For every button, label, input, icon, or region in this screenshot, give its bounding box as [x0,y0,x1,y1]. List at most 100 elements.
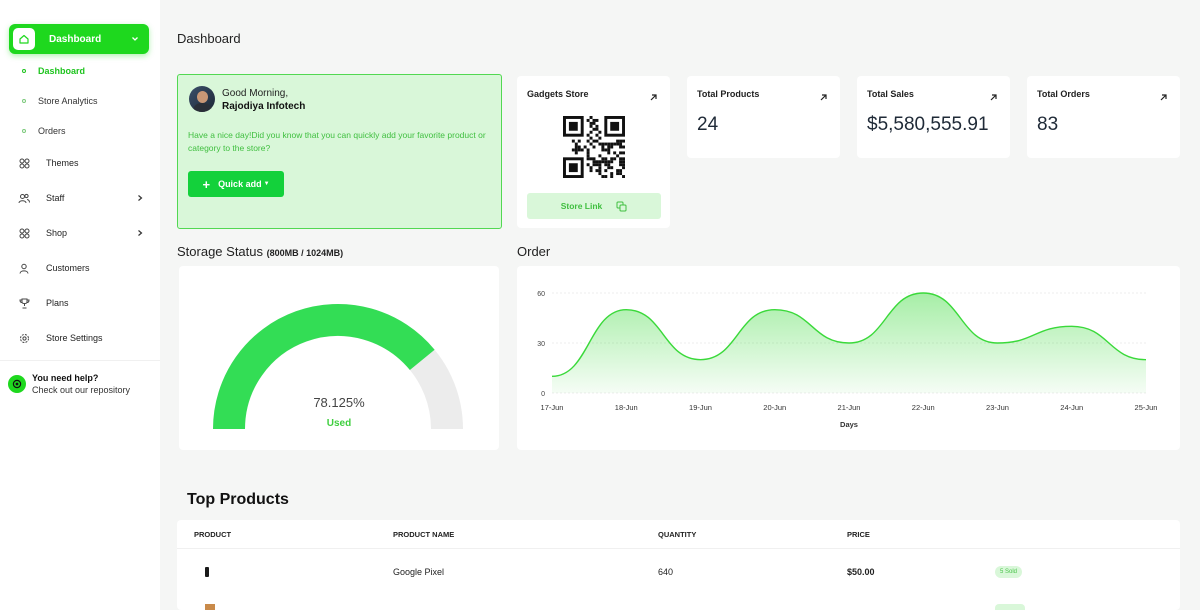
qr-module [604,160,608,164]
x-tick-label: 22-Jun [912,403,935,412]
external-link-icon[interactable] [819,89,828,107]
help-box[interactable]: You need help? Check out our repository [0,360,160,406]
sidebar-item-plans[interactable]: Plans [14,293,144,313]
qr-module [604,169,608,173]
qr-module [586,163,590,167]
y-tick-label: 0 [541,391,545,398]
sidebar-item-customers[interactable]: Customers [14,258,144,278]
qr-module [619,169,623,173]
qr-module [592,127,596,131]
qr-module [610,166,614,170]
stat-value: 83 [1037,114,1059,135]
chevron-down-icon [131,35,139,43]
qr-module [610,157,614,161]
stat-title: Total Products [697,89,760,99]
qr-module [610,172,614,176]
qr-module [589,121,593,125]
storage-detail: (800MB / 1024MB) [266,248,344,258]
stat-title: Total Sales [867,89,914,99]
qr-module [622,166,625,170]
qr-module [619,139,623,143]
qr-module [598,172,602,176]
home-icon [13,28,35,50]
qr-module [610,121,620,131]
qr-module [577,145,581,149]
gauge-fill [213,304,435,430]
qr-module [598,154,602,158]
x-tick-label: 19-Jun [689,403,712,412]
x-tick-label: 24-Jun [1060,403,1083,412]
qr-module [592,118,596,122]
chevron-right-icon [136,229,144,237]
qr-module [613,151,617,155]
sidebar-subitem-dashboard[interactable]: Dashboard [22,66,85,76]
qr-module [613,142,617,146]
qr-module [610,145,614,149]
sidebar: Dashboard Dashboard Store Analytics Orde… [0,0,160,610]
qr-module [601,145,605,149]
top-products-table: Product Product Name Quantity Price Goog… [177,520,1180,610]
qr-module [622,163,625,167]
qr-module [622,139,625,143]
qr-module [622,175,625,178]
external-link-icon[interactable] [989,89,998,107]
qr-module [607,163,611,167]
store-name: Gadgets Store [527,89,589,99]
divider [177,548,1180,549]
sidebar-subitem-label: Dashboard [38,66,86,76]
chevron-right-icon [136,194,144,202]
help-icon [8,374,26,393]
product-name: Google Pixel [393,567,445,577]
sidebar-subitem-orders[interactable]: Orders [22,126,66,136]
sidebar-item-shop[interactable]: Shop [14,223,144,243]
total-products-card: Total Products 24 [687,76,840,158]
sold-badge: 5 Sold [995,566,1023,578]
sidebar-item-label: Themes [46,158,79,168]
qr-module [610,175,614,178]
order-chart-title: Order [517,244,551,259]
qr-module [595,163,599,167]
store-link-button[interactable]: Store Link [527,193,661,219]
sidebar-item-staff[interactable]: Staff [14,188,144,208]
qr-module [604,175,608,178]
qr-module [574,142,578,146]
trophy-icon [14,293,34,313]
sidebar-subitem-store-analytics[interactable]: Store Analytics [22,96,98,106]
qr-module [598,130,602,134]
product-image [205,567,209,577]
gauge-used-label: Used [326,418,352,429]
qr-module [589,166,593,170]
greeting-message: Have a nice day!Did you know that you ca… [188,130,486,153]
qr-module [598,166,602,170]
qr-module [601,157,605,161]
caret-down-icon: ▼ [263,181,270,187]
x-tick-label: 17-Jun [541,403,564,412]
qr-module [598,136,602,140]
x-tick-label: 23-Jun [986,403,1009,412]
storage-title: Storage Status (800MB / 1024MB) [177,244,343,259]
quick-add-button[interactable]: + Quick add ▼ [188,171,284,197]
external-link-icon[interactable] [1159,89,1168,107]
qr-module [586,148,590,152]
qr-module [592,145,596,149]
sidebar-item-label: Dashboard [49,33,102,45]
external-link-icon[interactable] [649,89,658,107]
qr-module [589,142,593,146]
qr-module [607,151,611,155]
sidebar-item-dashboard[interactable]: Dashboard [9,24,149,54]
qr-module [619,172,623,176]
sidebar-item-themes[interactable]: Themes [14,153,144,173]
help-subtitle[interactable]: Check out our repository [32,384,131,395]
qr-module [595,160,599,164]
user-name: Rajodiya Infotech [222,101,306,112]
qr-module [592,121,596,125]
product-image [205,604,215,610]
sidebar-item-store-settings[interactable]: Store Settings [14,328,144,348]
qr-module [589,116,593,119]
product-quantity: 640 [658,567,674,577]
storage-gauge [213,304,463,430]
qr-module [583,145,587,149]
qr-module [586,157,590,161]
qr-code [563,116,625,178]
qr-module [619,163,623,167]
